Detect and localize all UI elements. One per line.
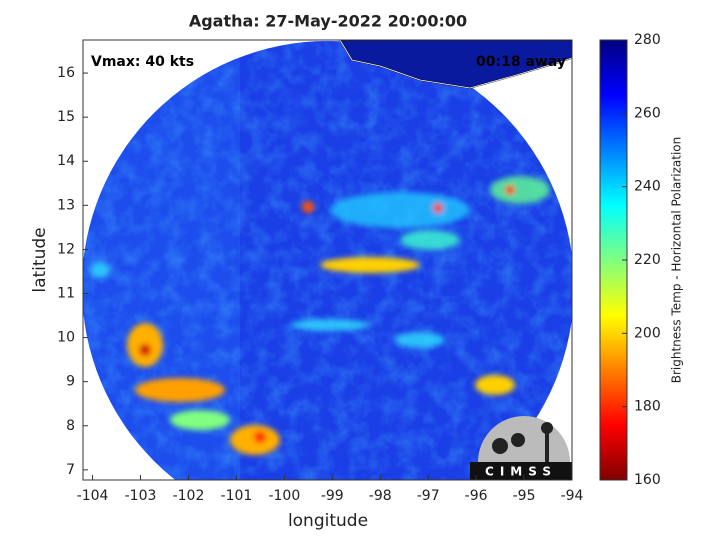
x-tick-label: -96 xyxy=(465,488,488,504)
x-tick-label: -97 xyxy=(417,488,440,504)
x-tick-label: -101 xyxy=(221,488,253,504)
x-tick-label: -99 xyxy=(321,488,344,504)
logo xyxy=(470,416,572,480)
colorbar-tick-label: 160 xyxy=(634,472,661,488)
y-tick-label: 14 xyxy=(57,153,75,169)
colorbar-tick-label: 240 xyxy=(634,179,661,195)
x-axis-label: longitude xyxy=(288,511,368,531)
y-tick-label: 9 xyxy=(66,374,75,390)
colorbar-label: Brightness Temp - Horizontal Polarizatio… xyxy=(670,137,684,384)
y-tick-label: 7 xyxy=(66,462,75,478)
x-tick-label: -104 xyxy=(77,488,109,504)
coastline-highlight xyxy=(339,40,572,89)
image-layer xyxy=(83,40,572,480)
x-tick-label: -103 xyxy=(125,488,157,504)
annotation: 00:18 away xyxy=(476,54,566,70)
swath xyxy=(83,41,572,480)
colorbar-tick-label: 220 xyxy=(634,252,661,268)
y-tick-label: 13 xyxy=(57,197,75,213)
colorbar-tick-label: 260 xyxy=(634,105,661,121)
y-axis-label: latitude xyxy=(30,227,50,292)
colorbar-tick-label: 280 xyxy=(634,32,661,48)
x-tick-label: -100 xyxy=(268,488,300,504)
colorbar-tick-label: 200 xyxy=(634,325,661,341)
y-tick-label: 11 xyxy=(57,286,75,302)
x-tick-label: -102 xyxy=(173,488,205,504)
chart-title: Agatha: 27-May-2022 20:00:00 xyxy=(189,12,467,31)
colorbar-tick-label: 180 xyxy=(634,399,661,415)
axes-frame xyxy=(82,39,573,481)
logo-text: CIMSS xyxy=(485,465,557,479)
y-tick-label: 15 xyxy=(57,109,75,125)
y-tick-label: 10 xyxy=(57,330,75,346)
y-tick-label: 8 xyxy=(66,418,75,434)
annotation: Vmax: 40 kts xyxy=(91,54,194,70)
x-tick-label: -94 xyxy=(561,488,584,504)
x-tick-label: -95 xyxy=(513,488,536,504)
x-tick-label: -98 xyxy=(369,488,392,504)
y-tick-label: 16 xyxy=(57,65,75,81)
y-tick-label: 12 xyxy=(57,241,75,257)
